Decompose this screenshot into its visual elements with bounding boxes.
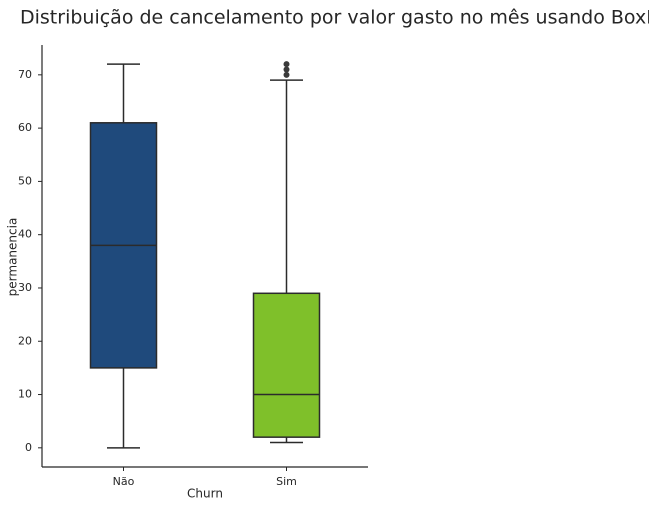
- y-tick-label: 30: [18, 281, 32, 294]
- chart-title: Distribuição de cancelamento por valor g…: [20, 7, 649, 29]
- y-tick-label: 10: [18, 388, 32, 401]
- outlier: [283, 66, 290, 73]
- y-tick-label: 70: [18, 68, 32, 81]
- outlier: [283, 71, 290, 78]
- outlier: [283, 61, 290, 68]
- y-tick-label: 40: [18, 228, 32, 241]
- x-tick-label: Não: [113, 475, 135, 488]
- y-tick-label: 20: [18, 334, 32, 347]
- y-tick-label: 0: [25, 441, 32, 454]
- y-axis-label: permanencia: [6, 218, 20, 297]
- x-tick-label: Sim: [276, 475, 297, 488]
- box: [252, 292, 321, 438]
- y-tick-label: 60: [18, 121, 32, 134]
- y-tick-label: 50: [18, 174, 32, 187]
- x-axis-label: Churn: [187, 487, 223, 501]
